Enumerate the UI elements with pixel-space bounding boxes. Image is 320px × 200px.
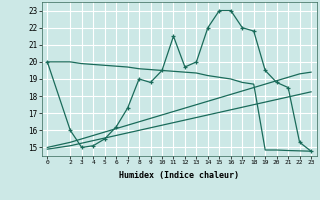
X-axis label: Humidex (Indice chaleur): Humidex (Indice chaleur): [119, 171, 239, 180]
